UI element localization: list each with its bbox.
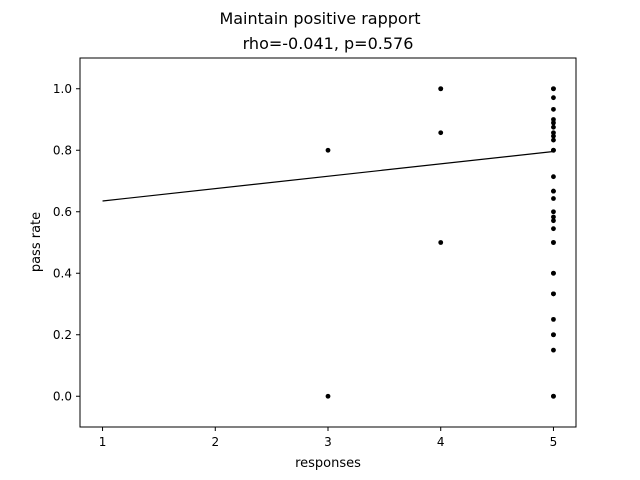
x-tick-label: 3 — [324, 435, 332, 449]
data-point — [551, 316, 556, 322]
y-tick-label: 1.0 — [53, 82, 72, 96]
data-point — [551, 196, 556, 201]
chart-title: Maintain positive rapport — [219, 9, 420, 28]
data-point — [551, 240, 556, 245]
data-point — [551, 332, 556, 338]
chart-subtitle: rho=-0.041, p=0.576 — [243, 34, 414, 53]
data-point — [551, 86, 556, 92]
data-point — [551, 291, 556, 297]
x-tick-label: 1 — [99, 435, 107, 449]
x-axis: 1 2 3 4 5 — [99, 427, 558, 449]
data-point — [551, 124, 556, 130]
y-tick-label: 0.8 — [53, 143, 72, 157]
data-point — [551, 218, 556, 224]
x-tick-label: 2 — [211, 435, 219, 449]
data-point — [551, 95, 556, 101]
data-point — [551, 147, 556, 153]
x-tick-label: 5 — [550, 435, 558, 449]
data-point — [438, 240, 444, 245]
data-point — [551, 130, 556, 136]
data-point — [551, 137, 556, 143]
data-point — [325, 147, 331, 153]
data-point — [551, 209, 556, 215]
data-point — [325, 393, 331, 399]
data-point — [551, 347, 556, 353]
data-point — [551, 226, 556, 232]
y-axis: 0.0 0.2 0.4 0.6 0.8 1.0 — [53, 82, 80, 403]
data-point — [551, 106, 556, 112]
y-axis-label: pass rate — [29, 212, 44, 272]
y-tick-label: 0.4 — [53, 266, 72, 280]
data-point — [438, 86, 444, 92]
data-point — [551, 214, 556, 220]
regression-line — [102, 150, 554, 202]
data-point — [551, 188, 556, 194]
data-point — [551, 120, 556, 126]
x-tick-label: 4 — [437, 435, 445, 449]
y-tick-label: 0.2 — [53, 328, 72, 342]
y-tick-label: 0.6 — [53, 205, 72, 219]
data-point — [551, 117, 556, 122]
data-point — [438, 130, 444, 136]
y-tick-label: 0.0 — [53, 389, 72, 403]
axes-frame — [79, 57, 577, 428]
data-point — [551, 270, 556, 276]
data-point — [551, 393, 556, 399]
data-point — [551, 133, 556, 139]
data-point — [551, 174, 556, 180]
plot-area — [102, 86, 556, 399]
x-axis-label: responses — [295, 456, 361, 471]
